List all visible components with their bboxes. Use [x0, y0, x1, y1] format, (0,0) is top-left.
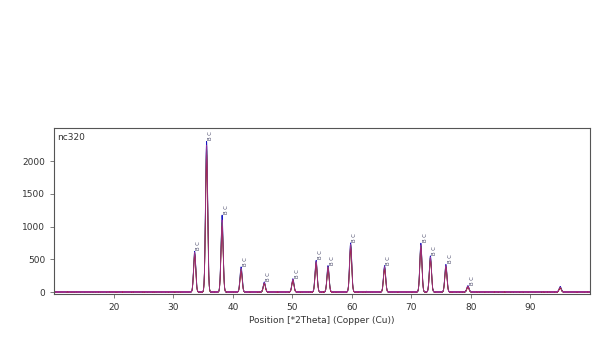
Text: nc320: nc320: [57, 134, 85, 142]
Text: B C: B C: [386, 256, 391, 265]
Text: B C: B C: [318, 250, 323, 259]
Text: B C: B C: [224, 205, 229, 214]
Text: B C: B C: [470, 276, 475, 285]
Text: B C: B C: [432, 246, 437, 255]
Text: B C: B C: [243, 257, 248, 266]
X-axis label: Position [*2Theta] (Copper (Cu)): Position [*2Theta] (Copper (Cu)): [249, 316, 395, 325]
Text: B C: B C: [330, 256, 335, 265]
Text: B C: B C: [196, 241, 202, 249]
Text: B C: B C: [208, 131, 213, 140]
Text: B C: B C: [295, 269, 300, 278]
Text: B C: B C: [423, 234, 427, 242]
Text: B C: B C: [352, 233, 358, 242]
Text: B C: B C: [266, 272, 271, 281]
Text: B C: B C: [448, 255, 453, 263]
